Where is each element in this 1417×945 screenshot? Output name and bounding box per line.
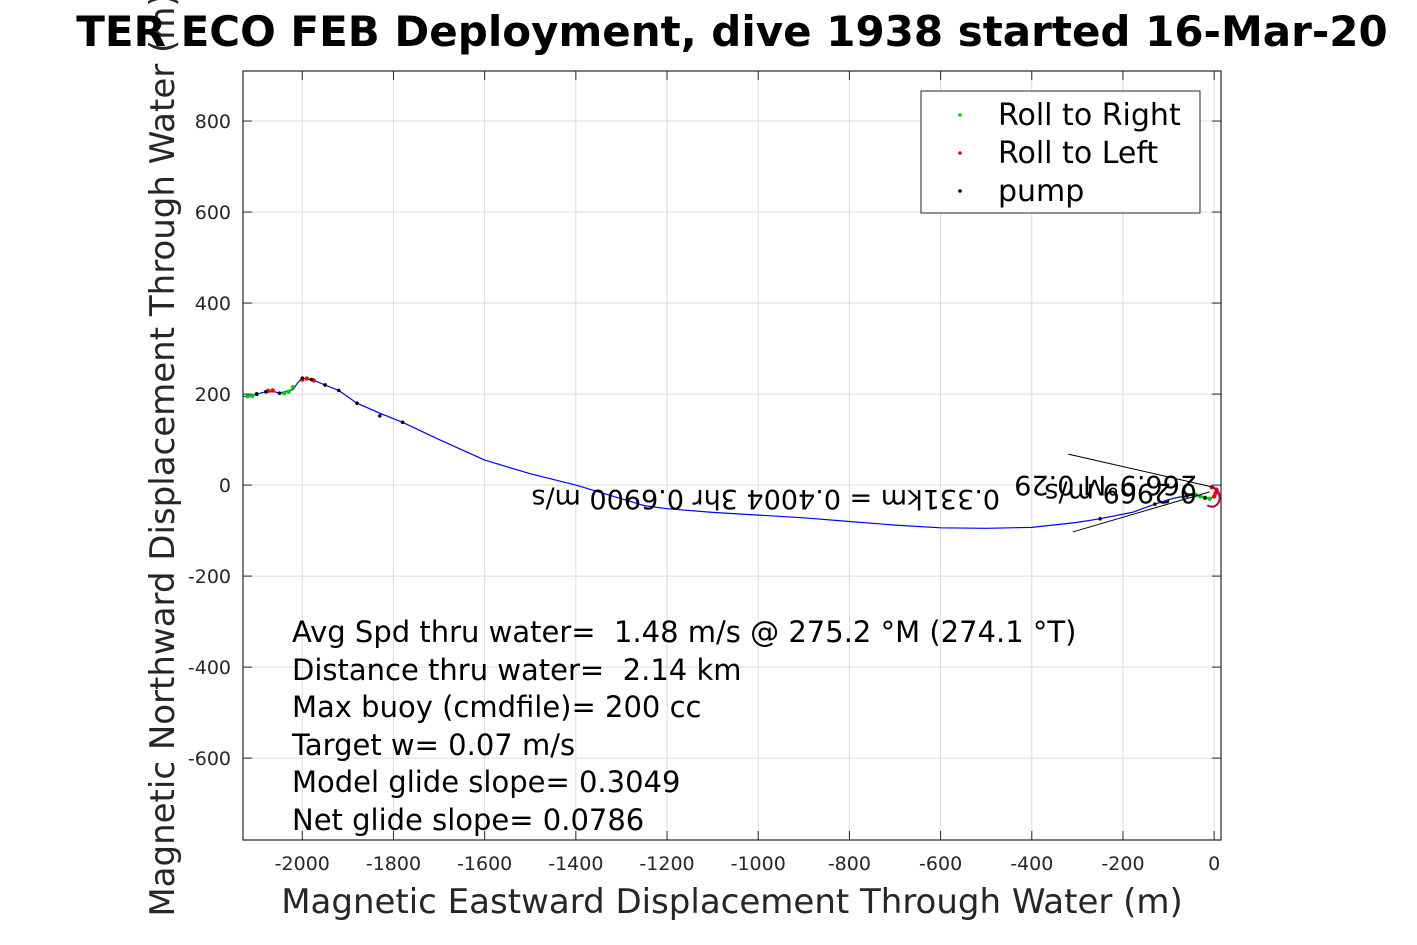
x-tick-label: -1400 — [548, 853, 603, 875]
chart-title: TER ECO FEB Deployment, dive 1938 starte… — [76, 7, 1387, 56]
roll-right-point — [281, 390, 287, 396]
points-layer — [245, 376, 1219, 521]
stats-block: Avg Spd thru water= 1.48 m/s @ 275.2 °M … — [291, 615, 1076, 837]
legend-label-roll-right: Roll to Right — [998, 98, 1181, 133]
roll-right-point — [290, 385, 296, 390]
pump-point — [1098, 516, 1102, 521]
pump-point — [355, 401, 359, 405]
x-tick-label: -2000 — [275, 853, 330, 875]
heading-layer — [1068, 453, 1221, 533]
y-tick-labels: -600 -400 -200 0 200 400 600 800 — [188, 111, 231, 770]
pump-point — [1185, 494, 1189, 498]
stat-max-buoy: Max buoy (cmdfile)= 200 cc — [292, 690, 701, 724]
pump-point — [1203, 496, 1207, 500]
pump-point — [336, 388, 341, 393]
end-loop — [1206, 486, 1221, 508]
pump-point — [300, 376, 305, 380]
x-tick-label: -1600 — [457, 853, 512, 875]
stat-model-glide: Model glide slope= 0.3049 — [292, 765, 680, 799]
legend-marker-pump — [958, 189, 962, 193]
y-tick-label: 800 — [195, 111, 231, 133]
pump-point — [277, 391, 282, 395]
y-tick-label: 200 — [195, 384, 231, 406]
x-tick-label: -1000 — [731, 853, 786, 875]
x-tick-label: -1800 — [366, 853, 421, 875]
x-tick-labels: -2000 -1800 -1600 -1400 -1200 -1000 -800 -600 -4… — [275, 853, 1221, 875]
ticks-layer — [243, 71, 1221, 840]
pump-point — [254, 392, 259, 396]
x-tick-label: -600 — [919, 853, 962, 875]
stat-distance: Distance thru water= 2.14 km — [292, 653, 742, 687]
stat-net-glide: Net glide slope= 0.0786 — [292, 803, 644, 837]
x-tick-label: -1200 — [639, 853, 694, 875]
x-tick-label: -200 — [1101, 853, 1144, 875]
end-annotation: 266.9°M 0.29 — [1014, 469, 1197, 500]
x-tick-label: -800 — [828, 853, 871, 875]
y-tick-label: 400 — [195, 293, 231, 315]
legend: Roll to Right Roll to Left pump — [920, 90, 1201, 214]
end-annotation-overlap: 0.2969 m/s — [1044, 477, 1197, 508]
x-tick-label: -400 — [1010, 853, 1053, 875]
heading-line — [1068, 453, 1215, 488]
pump-point — [400, 420, 405, 425]
track-layer — [243, 377, 1217, 529]
x-tick-label: 0 — [1208, 853, 1220, 875]
track-line — [243, 377, 1217, 529]
legend-label-roll-left: Roll to Left — [998, 136, 1158, 171]
roll-right-point — [286, 389, 291, 394]
roll-left-point — [1211, 494, 1217, 499]
y-tick-label: -400 — [188, 657, 231, 679]
legend-marker-roll-right — [958, 113, 962, 117]
segment-annotation: 0.331km = 0.4004 3hr 0.6900 m/s — [531, 483, 1000, 514]
heading-line — [1072, 491, 1210, 533]
x-axis-label: Magnetic Eastward Displacement Through W… — [281, 882, 1183, 922]
stat-target-w: Target w= 0.07 m/s — [291, 728, 575, 762]
roll-right-point — [1207, 496, 1212, 501]
legend-box — [920, 90, 1201, 214]
pump-point — [377, 414, 382, 418]
pump-point — [323, 383, 327, 387]
plot-frame — [242, 70, 1222, 841]
roll-left-point — [304, 376, 310, 381]
roll-left-point — [270, 388, 275, 393]
legend-label-pump: pump — [998, 174, 1084, 209]
roll-right-point — [249, 393, 255, 399]
y-tick-label: 600 — [195, 202, 231, 224]
y-axis-label: Magnetic Northward Displacement Through … — [143, 0, 183, 917]
pump-point — [263, 389, 268, 394]
y-tick-label: 0 — [219, 475, 231, 497]
stat-avg-speed: Avg Spd thru water= 1.48 m/s @ 275.2 °M … — [292, 615, 1076, 649]
y-tick-label: -600 — [188, 748, 231, 770]
y-tick-label: -200 — [188, 566, 231, 588]
pump-point — [309, 377, 314, 382]
pump-point — [1153, 502, 1157, 506]
roll-right-point — [245, 394, 250, 399]
legend-marker-roll-left — [958, 151, 962, 155]
